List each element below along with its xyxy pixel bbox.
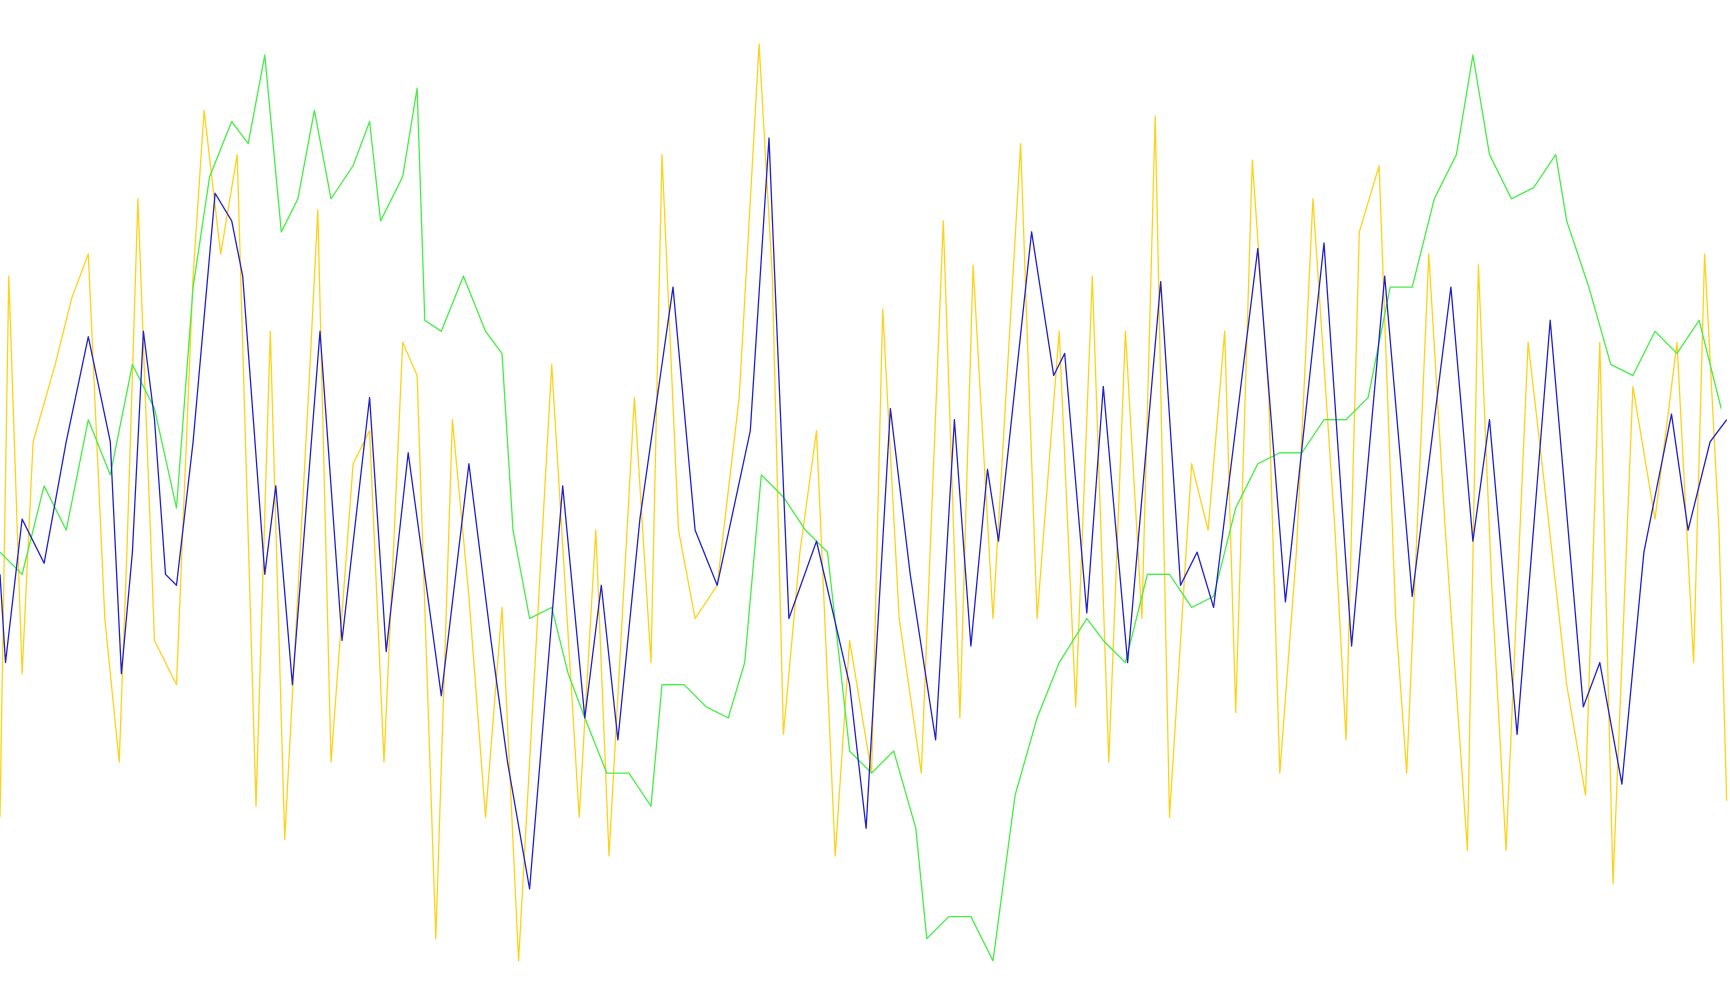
series-line [0, 43, 1728, 962]
series-line [0, 54, 1722, 962]
series-line [0, 137, 1728, 890]
